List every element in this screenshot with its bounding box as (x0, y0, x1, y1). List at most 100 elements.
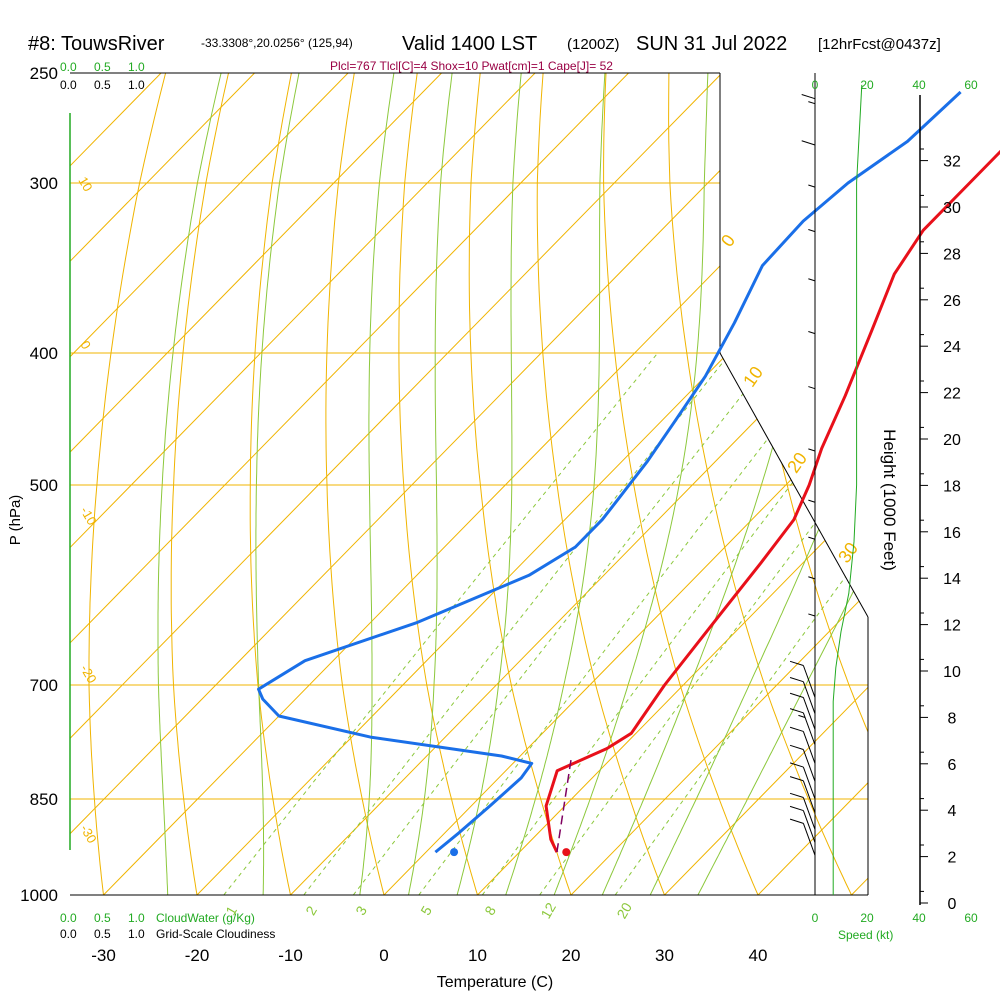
cloudiness-scale-1-b: 1.0 (128, 927, 145, 941)
height-tick-label: 24 (943, 339, 961, 356)
wind-barb-flag (808, 499, 816, 503)
pressure-tick-label: 1000 (20, 886, 58, 905)
height-tick-label: 0 (948, 896, 957, 913)
cloudwater-scale-1: 1.0 (128, 60, 145, 74)
parcel-path (556, 755, 573, 853)
wind-barb (789, 708, 816, 745)
isotherm-line (477, 73, 868, 895)
wind-barb-flag (789, 776, 804, 782)
pressure-lines (70, 72, 868, 896)
wind-barb-staff (802, 731, 816, 764)
wind-barb (789, 818, 816, 856)
wind-barb-flag (808, 229, 816, 233)
axes (69, 72, 869, 896)
isotherm-line (70, 73, 536, 895)
wind-barb (801, 94, 816, 133)
wind-barb-staff (802, 665, 816, 698)
wind-barb (808, 386, 816, 423)
isotherm-line (664, 73, 868, 895)
temperature-tick-label: -30 (91, 946, 116, 965)
dry-adiabat-line (731, 73, 868, 895)
wind-barb (808, 576, 816, 613)
wind-barb-staff (802, 780, 816, 813)
wind-barb (789, 692, 816, 730)
forecast-date: SUN 31 Jul 2022 (636, 33, 787, 55)
height-tick-label: 32 (943, 154, 961, 171)
cloudiness-scale-05: 0.5 (94, 78, 111, 92)
dewpoint-profile (257, 90, 962, 854)
wind-barb-flag (789, 708, 804, 714)
wind-barb (789, 762, 816, 800)
wind-barb-flag (808, 613, 816, 617)
temperature-tick-label: 10 (468, 946, 487, 965)
stability-indices: Plcl=767 Tlcl[C]=4 Shox=10 Pwat[cm]=1 Ca… (330, 59, 613, 73)
cloudiness-label: Grid-Scale Cloudiness (156, 927, 275, 941)
dry-adiabat-line (468, 73, 582, 895)
wind-barb (789, 726, 816, 764)
dry-adiabat-line (855, 73, 868, 895)
wind-speed-tick-bottom: 60 (964, 911, 978, 925)
wind-barb-staff (802, 697, 816, 730)
wind-barb (789, 792, 816, 830)
wind-barb-flag (798, 714, 806, 718)
height-tick-label: 26 (943, 293, 961, 310)
mixing-ratio-label: 5 (417, 903, 435, 918)
wind-barb-staff (802, 766, 816, 800)
wind-barb (808, 278, 816, 315)
height-tick-label: 18 (943, 478, 961, 495)
dry-adiabat-line (249, 73, 298, 895)
wind-barb-flag (808, 101, 816, 105)
height-tick-label: 10 (943, 664, 961, 681)
wind-speed-tick-bottom: 20 (860, 911, 874, 925)
plot-right-border-diagonal (719, 352, 869, 618)
cloudwater-scale-1-b: 1.0 (128, 911, 145, 925)
dry-adiabat-line (536, 73, 677, 895)
moist-adiabat-line (682, 73, 868, 895)
moist-adiabat-line (542, 73, 710, 895)
y-axis-title: P (hPa) (7, 495, 24, 546)
wind-barb-flag (789, 692, 804, 698)
temperature-tick-label: 20 (562, 946, 581, 965)
temperature-tick-label: -10 (278, 946, 303, 965)
mixing-ratio-label: 3 (352, 903, 370, 918)
dry-adiabat-line (981, 48, 1000, 923)
cloudiness-scale-0: 0.0 (60, 78, 77, 92)
height-tick-label: 12 (943, 618, 961, 635)
wind-barb-staff (802, 681, 816, 714)
wind-barb (789, 776, 816, 813)
isotherm-line (290, 73, 868, 895)
wind-speed-tick-top: 40 (912, 78, 926, 92)
wind-barb-flag (789, 744, 804, 750)
isotherm-label: 0 (77, 338, 94, 352)
cloudwater-scale-0-b: 0.0 (60, 911, 77, 925)
wind-barb-flag (808, 536, 816, 540)
dry-adiabat-line (603, 73, 772, 895)
isotherm-label: -10 (77, 504, 99, 528)
moist-adiabat-line (448, 73, 525, 895)
moist-adiabat-line (635, 73, 868, 895)
temperature-tick-label: -20 (185, 946, 210, 965)
wind-barb (808, 184, 816, 222)
height-tick-label: 4 (948, 803, 957, 820)
dry-adiabat-line (170, 73, 235, 895)
dry-adiabat-line (88, 73, 173, 895)
x-axis-title: Temperature (C) (437, 974, 553, 991)
height-tick-label: 16 (943, 525, 961, 542)
wind-barb (808, 499, 816, 537)
moist-adiabat-line (495, 73, 608, 895)
wind-barb-staff (802, 712, 816, 745)
wind-speed-tick-bottom: 0 (812, 911, 819, 925)
pressure-tick-label: 850 (30, 790, 58, 809)
wind-barb-flag (808, 278, 816, 282)
cloudwater-scale-05: 0.5 (94, 60, 111, 74)
wind-barb-flag (789, 677, 804, 683)
surface-temperature-dot (562, 848, 571, 857)
speed-axis-title: Speed (kt) (838, 928, 893, 942)
isotherm-line (851, 73, 868, 895)
isotherm-line (103, 73, 868, 895)
wind-barb-flag (808, 576, 816, 580)
wind-barb (808, 331, 816, 368)
pressure-tick-label: 250 (30, 64, 58, 83)
wind-barb-flag (789, 818, 804, 824)
